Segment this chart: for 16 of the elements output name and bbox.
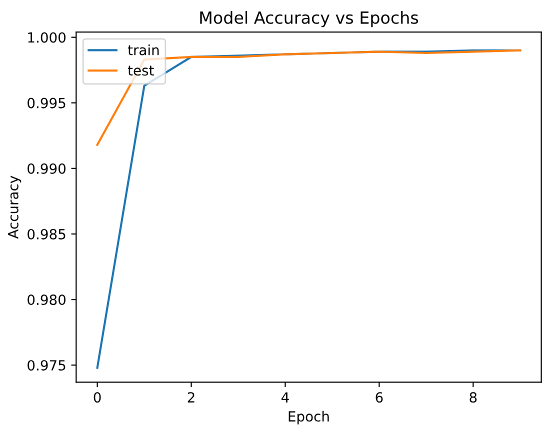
y-tick-label: 1.000 [28,32,66,43]
legend-label: test [128,66,154,76]
y-tick-label: 0.990 [28,163,66,174]
x-tick-label: 0 [94,392,101,403]
legend-label: train [128,44,159,56]
x-tick-label: 8 [470,392,477,403]
x-tick-label: 6 [376,392,383,403]
x-tick-label: 2 [188,392,194,402]
y-tick-label: 0.975 [28,360,66,371]
x-axis-title: Epoch [288,410,329,424]
x-tick-label: 4 [281,392,289,402]
y-tick-label: 0.985 [28,228,66,240]
y-tick-label: 0.995 [28,98,66,108]
chart-title: Model Accuracy vs Epochs [200,11,418,28]
y-axis-title: Accuracy [8,176,22,239]
y-tick-label: 0.980 [28,294,66,306]
